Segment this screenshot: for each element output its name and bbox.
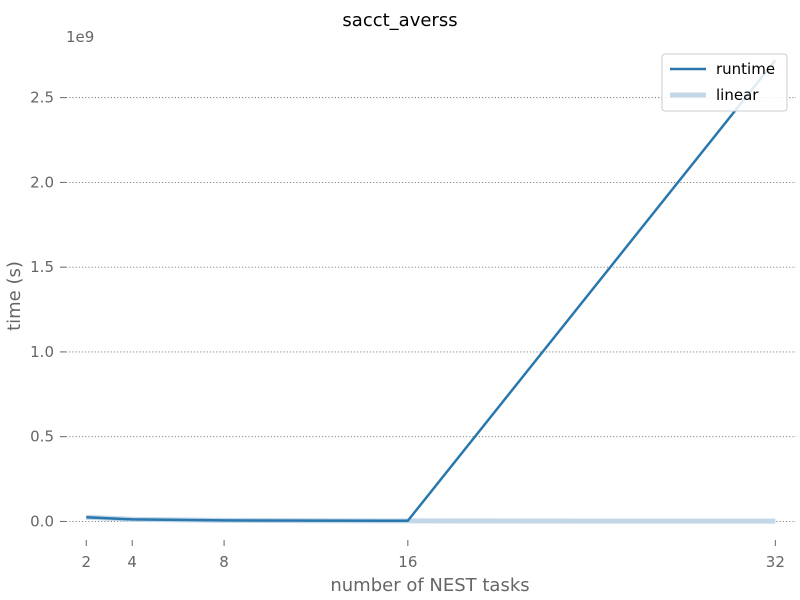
- legend-label-linear: linear: [716, 86, 759, 104]
- legend-label-runtime: runtime: [716, 60, 775, 78]
- y-tick-label: 2.5: [30, 89, 54, 107]
- chart-title: sacct_averss: [342, 10, 457, 31]
- y-tick-label: 1.5: [30, 258, 54, 276]
- y-tick-label: 0.0: [30, 512, 54, 530]
- series-line-runtime: [86, 59, 777, 523]
- y-tick-label: 0.5: [30, 428, 54, 446]
- x-tick-label: 32: [766, 553, 785, 571]
- y-tick-label: 1.0: [30, 343, 54, 361]
- y-tick-label: 2.0: [30, 173, 54, 191]
- x-axis-ticks: 2 4 8 16 32: [81, 540, 785, 571]
- y-offset-label: 1e9: [66, 28, 94, 46]
- y-axis-label: time (s): [4, 261, 25, 331]
- series-layer: [86, 59, 777, 524]
- x-tick-label: 2: [81, 553, 91, 571]
- y-axis-ticks: 0.0 0.5 1.0 1.5 2.0 2.5: [30, 89, 66, 530]
- x-axis-label: number of NEST tasks: [330, 575, 529, 596]
- x-tick-label: 4: [127, 553, 137, 571]
- legend: runtime linear: [661, 53, 788, 112]
- x-tick-label: 16: [398, 553, 417, 571]
- grid: [66, 97, 796, 522]
- x-tick-label: 8: [219, 553, 229, 571]
